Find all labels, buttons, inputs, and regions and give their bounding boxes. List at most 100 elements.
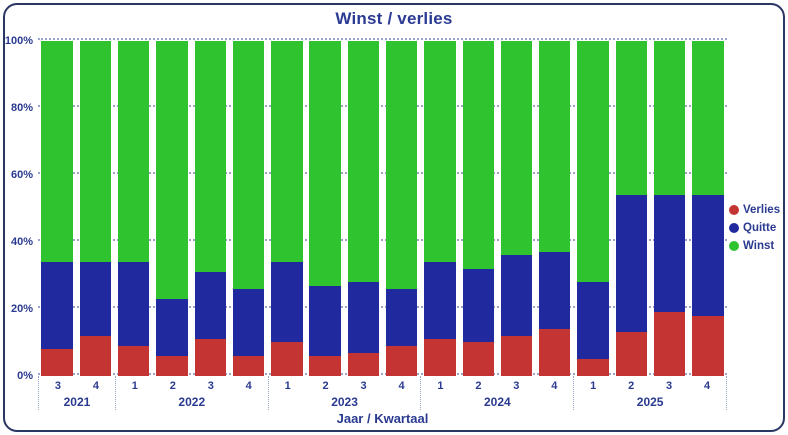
bar-segment-quitte[interactable]	[424, 262, 456, 340]
bar-2025-q1[interactable]	[577, 41, 609, 376]
bar-segment-verlies[interactable]	[577, 359, 609, 376]
bars-row	[38, 41, 727, 376]
gridline-20	[38, 306, 727, 308]
bar-segment-winst[interactable]	[653, 41, 686, 196]
bar-segment-verlies[interactable]	[271, 342, 303, 376]
bar-2024-q2[interactable]	[462, 41, 494, 376]
bar-slot	[536, 41, 574, 376]
bar-segment-quitte[interactable]	[615, 195, 647, 333]
bar-2024-q3[interactable]	[500, 41, 533, 376]
bar-2023-q3[interactable]	[347, 41, 380, 376]
bar-segment-quitte[interactable]	[194, 272, 226, 340]
bar-segment-verlies[interactable]	[309, 355, 341, 376]
bar-2025-q3[interactable]	[653, 41, 686, 376]
bar-segment-verlies[interactable]	[462, 342, 494, 376]
bar-segment-quitte[interactable]	[41, 262, 73, 350]
bar-slot	[383, 41, 421, 376]
bar-segment-quitte[interactable]	[385, 288, 418, 346]
bar-slot	[612, 41, 650, 376]
bar-segment-winst[interactable]	[79, 41, 112, 263]
bar-2025-q4[interactable]	[692, 41, 724, 376]
bar-2022-q3[interactable]	[194, 41, 226, 376]
bar-segment-verlies[interactable]	[41, 349, 73, 376]
bar-2022-q1[interactable]	[118, 41, 150, 376]
bar-segment-winst[interactable]	[271, 41, 303, 263]
bar-segment-verlies[interactable]	[424, 339, 456, 376]
x-label-group-2022: 1 2 3 4 2022	[114, 376, 268, 410]
x-label-group-2025: 1 2 3 4 2025	[573, 376, 728, 410]
bar-segment-winst[interactable]	[309, 41, 341, 286]
year-label: 2024	[483, 395, 511, 409]
bar-segment-quitte[interactable]	[692, 195, 724, 316]
bar-segment-winst[interactable]	[577, 41, 609, 283]
bar-segment-winst[interactable]	[692, 41, 724, 196]
bar-segment-winst[interactable]	[462, 41, 494, 269]
bar-segment-verlies[interactable]	[156, 355, 188, 376]
bar-segment-winst[interactable]	[424, 41, 456, 263]
bar-segment-verlies[interactable]	[347, 352, 380, 376]
bar-segment-winst[interactable]	[347, 41, 380, 283]
year-label: 2021	[63, 395, 91, 409]
bar-segment-verlies[interactable]	[653, 312, 686, 376]
bar-segment-winst[interactable]	[232, 41, 265, 289]
x-label-group-2021: 3 4 2021	[38, 376, 115, 410]
bar-slot	[574, 41, 612, 376]
bar-slot	[421, 41, 459, 376]
bar-slot	[76, 41, 114, 376]
y-axis-tick-label: 80%	[10, 102, 33, 114]
legend-dot-verlies-icon	[729, 205, 739, 215]
year-label: 2022	[178, 395, 206, 409]
bar-segment-winst[interactable]	[500, 41, 533, 256]
bar-segment-quitte[interactable]	[653, 195, 686, 313]
bar-segment-verlies[interactable]	[385, 345, 418, 376]
x-axis-title: Jaar / Kwartaal	[336, 411, 429, 426]
legend-item-winst[interactable]: Winst	[729, 240, 780, 252]
bar-2025-q2[interactable]	[615, 41, 647, 376]
bar-segment-winst[interactable]	[615, 41, 647, 196]
bar-segment-verlies[interactable]	[500, 335, 533, 376]
bar-segment-quitte[interactable]	[462, 268, 494, 343]
bar-segment-winst[interactable]	[385, 41, 418, 289]
legend-item-verlies[interactable]: Verlies	[729, 204, 780, 216]
bar-segment-quitte[interactable]	[271, 262, 303, 343]
bar-2023-q1[interactable]	[271, 41, 303, 376]
bar-segment-quitte[interactable]	[539, 252, 571, 330]
bar-segment-quitte[interactable]	[118, 262, 150, 346]
legend-label: Winst	[743, 240, 775, 252]
bar-segment-quitte[interactable]	[500, 255, 533, 336]
bar-segment-quitte[interactable]	[156, 298, 188, 356]
bar-2024-q4[interactable]	[539, 41, 571, 376]
bar-segment-winst[interactable]	[118, 41, 150, 263]
bar-2022-q4[interactable]	[232, 41, 265, 376]
bar-segment-quitte[interactable]	[309, 285, 341, 356]
bar-segment-verlies[interactable]	[232, 355, 265, 376]
bar-segment-winst[interactable]	[194, 41, 226, 273]
bar-segment-verlies[interactable]	[194, 339, 226, 376]
bar-segment-verlies[interactable]	[118, 345, 150, 376]
bar-slot	[459, 41, 497, 376]
bar-segment-quitte[interactable]	[347, 282, 380, 353]
quarter-tick-label: 4	[398, 380, 405, 392]
bar-segment-quitte[interactable]	[232, 288, 265, 356]
bar-segment-winst[interactable]	[156, 41, 188, 299]
bar-segment-verlies[interactable]	[615, 332, 647, 376]
x-axis-labels: 3 4 2021 1 2 3 4 2022 1 2 3 4 2023 1 2 3 4 2024 1 2 3 4 2025	[38, 376, 728, 410]
bar-segment-quitte[interactable]	[577, 282, 609, 360]
bar-2022-q2[interactable]	[156, 41, 188, 376]
bar-2023-q2[interactable]	[309, 41, 341, 376]
quarter-tick-label: 1	[131, 380, 138, 392]
bar-segment-winst[interactable]	[41, 41, 73, 263]
bar-2024-q1[interactable]	[424, 41, 456, 376]
bar-2021-q3[interactable]	[41, 41, 73, 376]
legend-item-quitte[interactable]: Quitte	[729, 222, 780, 234]
bar-2023-q4[interactable]	[385, 41, 418, 376]
bar-segment-quitte[interactable]	[79, 262, 112, 336]
quarter-tick-label: 2	[475, 380, 482, 392]
bar-2021-q4[interactable]	[79, 41, 112, 376]
bar-segment-winst[interactable]	[539, 41, 571, 253]
bar-segment-verlies[interactable]	[692, 315, 724, 376]
legend-label: Quitte	[743, 222, 777, 234]
bar-segment-verlies[interactable]	[539, 329, 571, 376]
bar-segment-verlies[interactable]	[79, 335, 112, 376]
quarter-row: 1 2 3 4	[574, 376, 726, 395]
